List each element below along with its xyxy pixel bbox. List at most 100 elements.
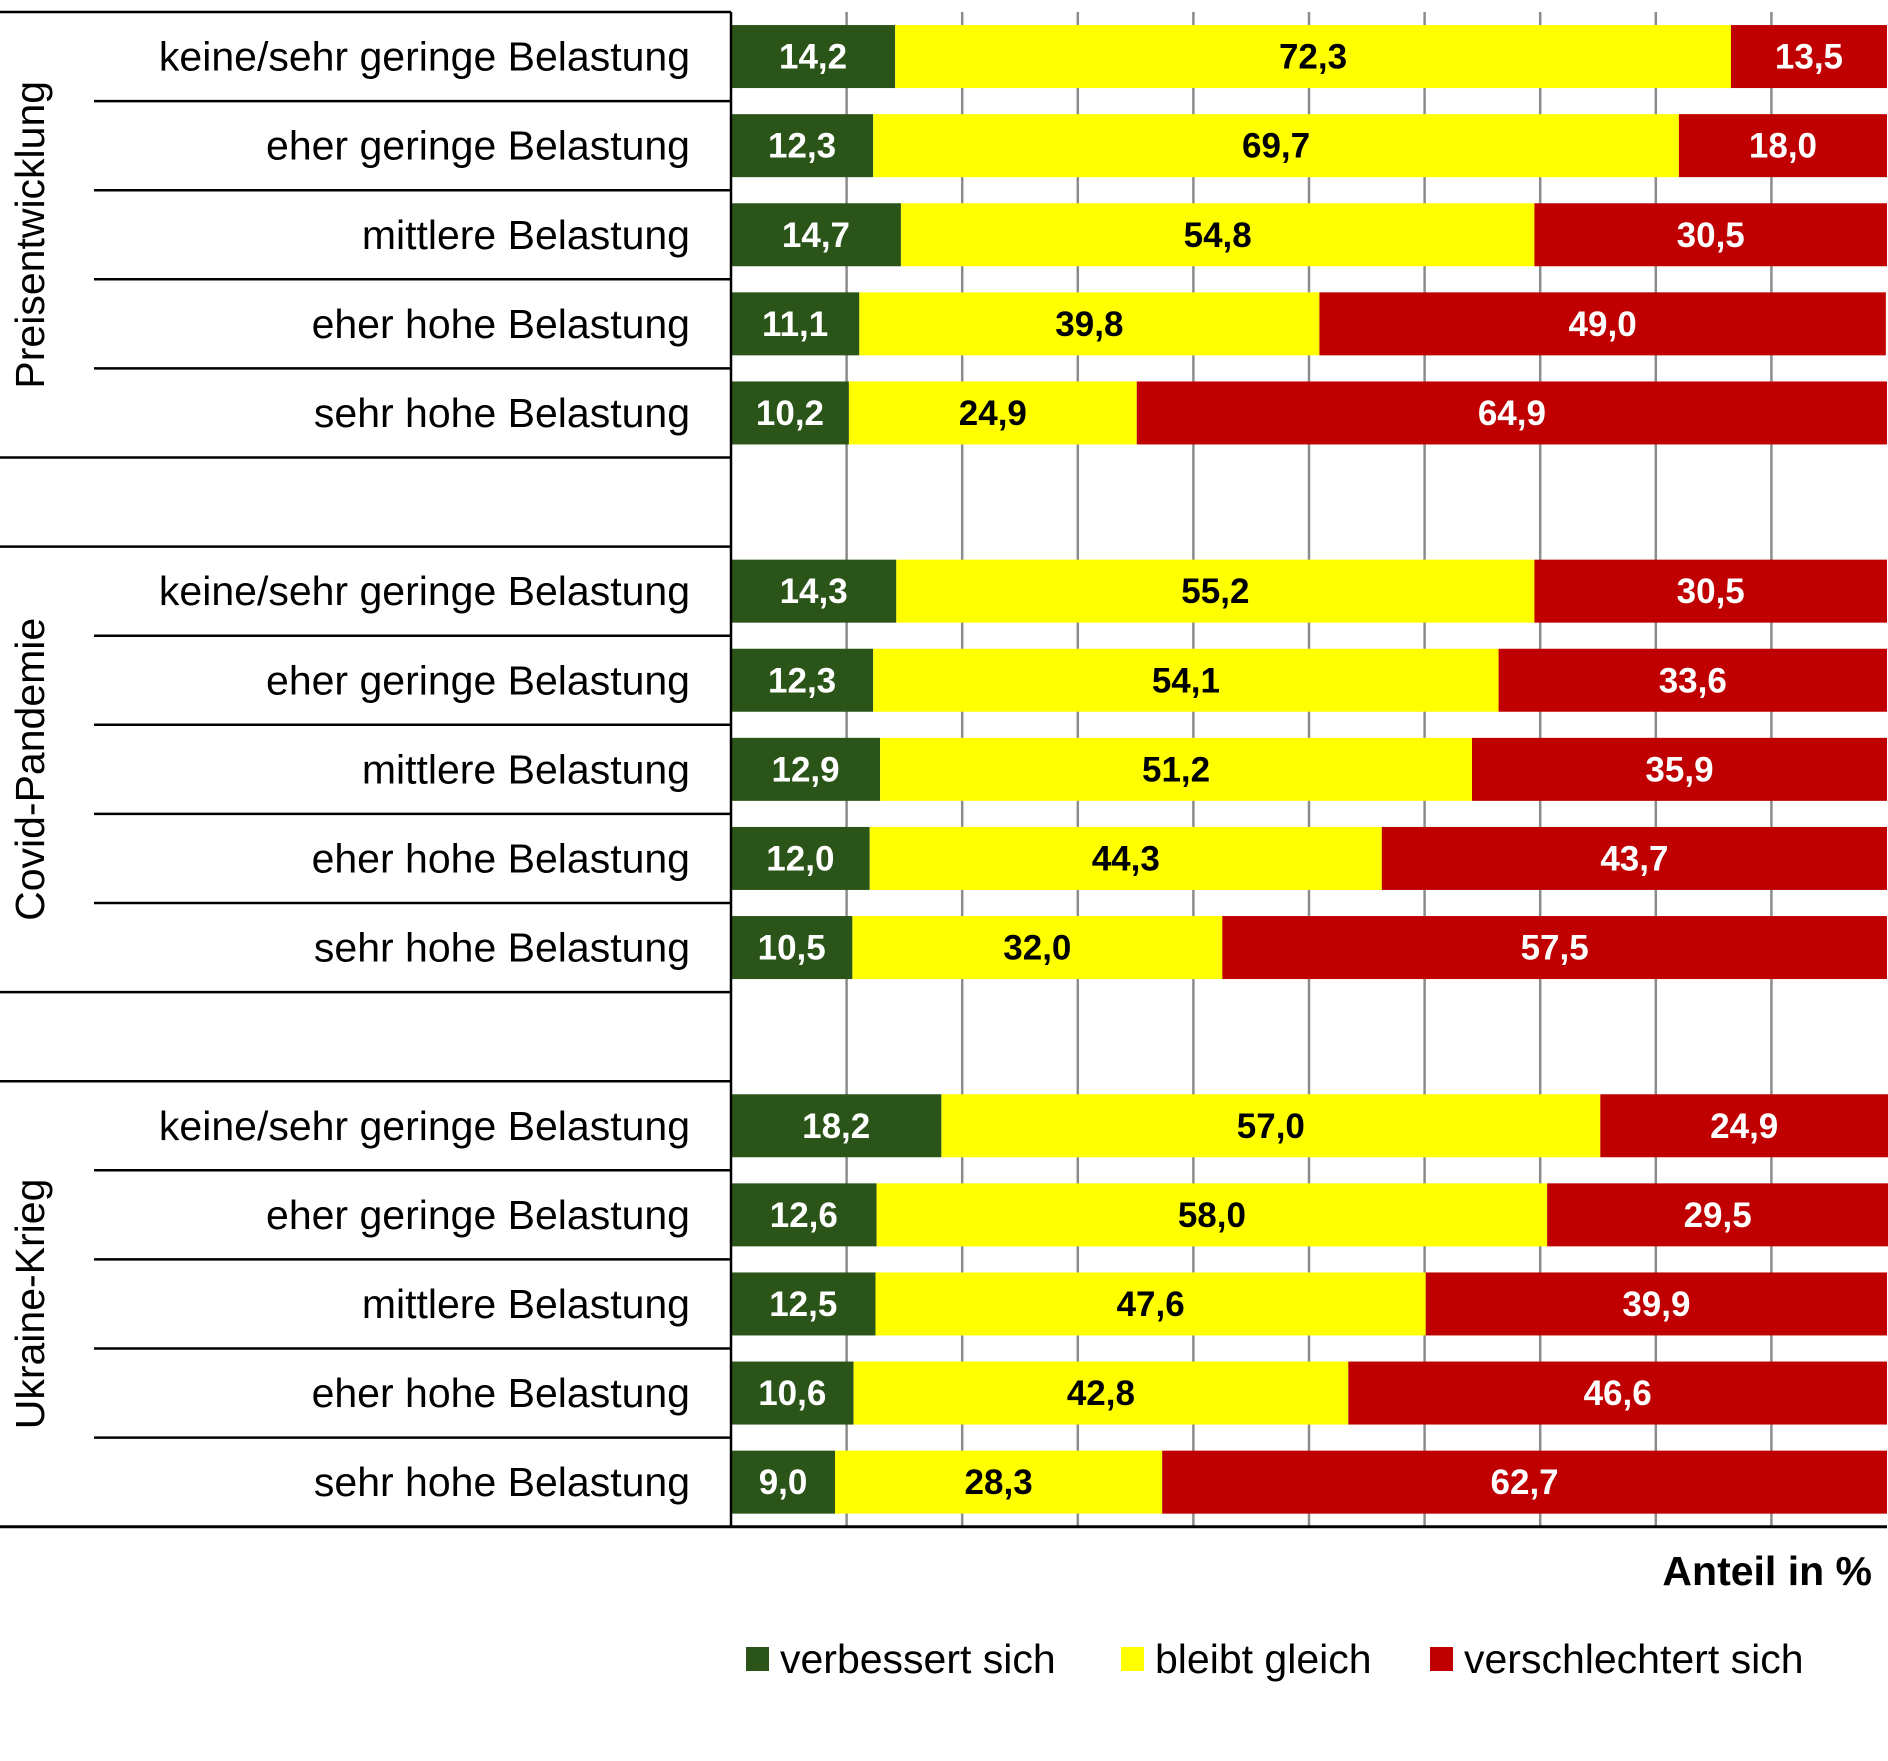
bar-segment-verschlechtert-sich: [1222, 916, 1887, 980]
bar-segment-verbessert-sich: [731, 203, 901, 267]
data-label: 14,3: [780, 572, 848, 611]
data-label: 33,6: [1659, 661, 1727, 700]
bar-segment-bleibt-gleich: [880, 737, 1472, 801]
category-label: eher hohe Belastung: [312, 1370, 690, 1416]
category-label: sehr hohe Belastung: [314, 390, 690, 436]
bar-segment-verbessert-sich: [731, 826, 870, 890]
data-label: 58,0: [1178, 1196, 1246, 1235]
bar-segment-verschlechtert-sich: [1678, 114, 1887, 178]
data-label: 39,8: [1055, 305, 1123, 344]
data-label: 30,5: [1677, 216, 1745, 255]
bar-segment-verbessert-sich: [731, 1361, 854, 1425]
data-label: 12,9: [771, 750, 839, 789]
data-label: 14,2: [779, 38, 847, 77]
bar-segment-bleibt-gleich: [852, 916, 1223, 980]
category-label: eher hohe Belastung: [312, 835, 690, 881]
bar-segment-bleibt-gleich: [895, 25, 1731, 89]
category-label: keine/sehr geringe Belastung: [159, 34, 690, 80]
legend-label: verbessert sich: [780, 1636, 1056, 1682]
bar-segment-verschlechtert-sich: [1534, 203, 1887, 267]
data-label: 35,9: [1645, 750, 1713, 789]
bar-segment-bleibt-gleich: [859, 292, 1320, 356]
category-label: eher geringe Belastung: [266, 123, 690, 169]
bar-segment-verbessert-sich: [731, 559, 897, 623]
bar-segment-verschlechtert-sich: [1498, 648, 1887, 712]
data-label: 49,0: [1569, 305, 1637, 344]
data-label: 57,0: [1237, 1107, 1305, 1146]
bar-segment-verbessert-sich: [731, 1183, 877, 1247]
data-label: 12,0: [766, 839, 834, 878]
data-label: 18,2: [802, 1107, 870, 1146]
legend-swatch: [746, 1647, 769, 1671]
bar-segment-verschlechtert-sich: [1547, 1183, 1888, 1247]
data-label: 29,5: [1684, 1196, 1752, 1235]
bar-segment-bleibt-gleich: [941, 1094, 1601, 1158]
data-label: 55,2: [1181, 572, 1249, 611]
bar-segment-verschlechtert-sich: [1136, 381, 1887, 445]
data-label: 12,5: [769, 1285, 837, 1324]
legend-label: bleibt gleich: [1155, 1636, 1372, 1682]
bar-segment-bleibt-gleich: [835, 1450, 1163, 1514]
category-label: eher hohe Belastung: [312, 301, 690, 347]
category-label: mittlere Belastung: [362, 212, 690, 258]
data-label: 10,5: [758, 929, 826, 968]
bar-segment-verbessert-sich: [731, 1094, 942, 1158]
category-label: keine/sehr geringe Belastung: [159, 1103, 690, 1149]
bar-segment-verschlechtert-sich: [1162, 1450, 1887, 1514]
group-label: Preisentwicklung: [7, 81, 53, 389]
bar-segment-verbessert-sich: [731, 648, 874, 712]
bar-segment-verschlechtert-sich: [1534, 559, 1887, 623]
bar-segment-verschlechtert-sich: [1471, 737, 1887, 801]
data-label: 44,3: [1092, 839, 1160, 878]
bar-segment-verschlechtert-sich: [1348, 1361, 1887, 1425]
data-label: 30,5: [1677, 572, 1745, 611]
bar-segment-verschlechtert-sich: [1600, 1094, 1888, 1158]
bar-segment-verbessert-sich: [731, 381, 849, 445]
data-label: 24,9: [959, 394, 1027, 433]
data-label: 62,7: [1491, 1463, 1559, 1502]
data-label: 43,7: [1600, 839, 1668, 878]
data-label: 32,0: [1003, 929, 1071, 968]
legend-swatch: [1430, 1647, 1453, 1671]
data-label: 28,3: [965, 1463, 1033, 1502]
data-label: 24,9: [1710, 1107, 1778, 1146]
bar-segment-verbessert-sich: [731, 1272, 876, 1336]
legend-swatch: [1121, 1647, 1144, 1671]
bar-segment-verbessert-sich: [731, 737, 881, 801]
bar-segment-bleibt-gleich: [853, 1361, 1349, 1425]
data-label: 69,7: [1242, 127, 1310, 166]
bar-segment-verschlechtert-sich: [1730, 25, 1887, 89]
data-label: 18,0: [1749, 127, 1817, 166]
bar-segment-bleibt-gleich: [873, 648, 1499, 712]
bar-segment-verbessert-sich: [731, 114, 874, 178]
bar-segment-verschlechtert-sich: [1381, 826, 1887, 890]
bar-segment-verbessert-sich: [731, 1450, 836, 1514]
group-label: Covid-Pandemie: [7, 618, 53, 921]
category-label: keine/sehr geringe Belastung: [159, 568, 690, 614]
data-label: 11,1: [762, 305, 828, 344]
category-label: sehr hohe Belastung: [314, 925, 690, 971]
data-label: 54,8: [1184, 216, 1252, 255]
data-label: 47,6: [1117, 1285, 1185, 1324]
data-label: 46,6: [1584, 1374, 1652, 1413]
bar-segment-verbessert-sich: [731, 292, 860, 356]
bar-segment-bleibt-gleich: [896, 559, 1535, 623]
data-label: 10,6: [758, 1374, 826, 1413]
bar-segment-bleibt-gleich: [900, 203, 1535, 267]
category-label: eher geringe Belastung: [266, 1192, 690, 1238]
data-label: 14,7: [782, 216, 850, 255]
data-label: 13,5: [1775, 38, 1843, 77]
data-label: 9,0: [759, 1463, 808, 1502]
data-label: 51,2: [1142, 750, 1210, 789]
group-label: Ukraine-Krieg: [7, 1179, 53, 1430]
data-label: 42,8: [1067, 1374, 1135, 1413]
data-label: 64,9: [1478, 394, 1546, 433]
bar-segment-verbessert-sich: [731, 25, 896, 89]
data-label: 72,3: [1279, 38, 1347, 77]
bar-segment-verbessert-sich: [731, 916, 853, 980]
bar-segment-bleibt-gleich: [848, 381, 1137, 445]
bar-segment-bleibt-gleich: [869, 826, 1382, 890]
category-label: mittlere Belastung: [362, 1281, 690, 1327]
x-axis-title: Anteil in %: [1662, 1548, 1872, 1594]
